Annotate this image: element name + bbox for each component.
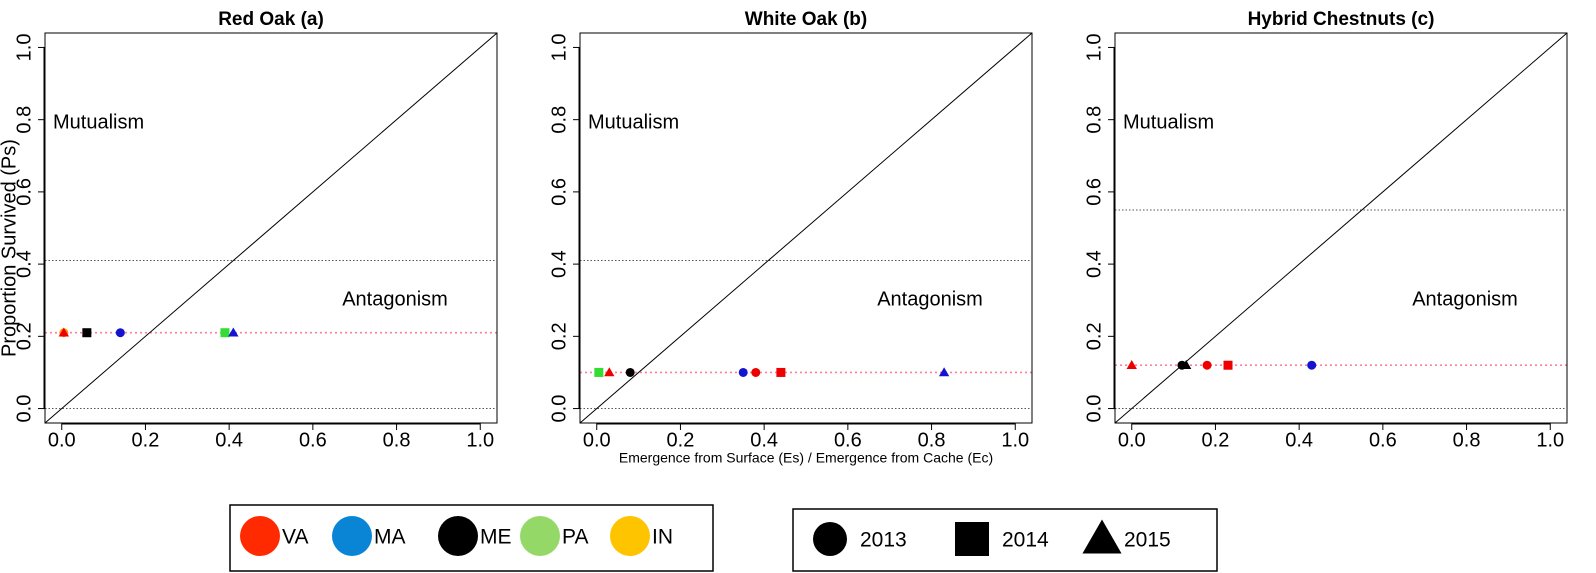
- legend-swatch: [438, 516, 478, 556]
- y-tick-label: 0.6: [1083, 178, 1105, 206]
- marker-triangle: [604, 367, 615, 377]
- annotation: Mutualism: [1123, 112, 1214, 134]
- marker-square: [955, 522, 989, 556]
- marker-circle: [625, 367, 635, 377]
- legend-swatch: [610, 516, 650, 556]
- y-tick-label: 1.0: [13, 34, 35, 62]
- y-tick-label: 0.8: [1083, 106, 1105, 134]
- x-tick-label: 0.2: [1202, 429, 1230, 451]
- x-tick-label: 0.6: [299, 429, 327, 451]
- x-tick-label: 0.0: [1118, 429, 1146, 451]
- panel-title: Red Oak (a): [218, 9, 324, 30]
- y-tick-label: 0.6: [13, 178, 35, 206]
- legend-swatch: [240, 516, 280, 556]
- marker-triangle: [1082, 519, 1122, 554]
- marker-triangle: [1180, 360, 1192, 370]
- annotation: Antagonism: [877, 289, 983, 311]
- x-tick-label: 0.4: [1285, 429, 1313, 451]
- y-axis-label: Proportion Survived (Ps): [0, 139, 20, 357]
- y-tick-label: 0.8: [548, 106, 570, 134]
- y-tick-label: 0.2: [13, 322, 35, 350]
- y-tick-label: 0.6: [548, 178, 570, 206]
- legend-label: 2015: [1124, 529, 1171, 552]
- marker-circle: [751, 367, 761, 377]
- x-tick-label: 1.0: [1001, 429, 1029, 451]
- annotation: Mutualism: [53, 112, 144, 134]
- legend-label: ME: [480, 526, 512, 549]
- x-tick-label: 0.4: [215, 429, 243, 451]
- marker-circle: [813, 522, 847, 556]
- x-tick-label: 0.8: [918, 429, 946, 451]
- legend-label: 2013: [860, 529, 907, 552]
- legend-label: VA: [282, 526, 308, 549]
- x-tick-label: 0.6: [834, 429, 862, 451]
- y-tick-label: 0.0: [13, 395, 35, 423]
- marker-circle: [1307, 360, 1317, 370]
- legend-label: IN: [652, 526, 673, 549]
- y-tick-label: 1.0: [1083, 34, 1105, 62]
- legend-label: PA: [562, 526, 588, 549]
- plot-box: [1114, 32, 1568, 424]
- x-axis-label: Emergence from Surface (Es) / Emergence …: [619, 450, 993, 466]
- diagonal: [1114, 32, 1568, 424]
- y-tick-label: 0.0: [548, 395, 570, 423]
- x-tick-label: 1.0: [1536, 429, 1564, 451]
- legend-label: 2014: [1002, 529, 1049, 552]
- marker-square: [82, 328, 92, 338]
- legend-swatch: [520, 516, 560, 556]
- diagonal: [579, 32, 1033, 424]
- marker-square: [594, 367, 604, 377]
- y-tick-label: 0.4: [13, 250, 35, 278]
- plot-box: [44, 32, 498, 424]
- annotation: Antagonism: [342, 289, 448, 311]
- legend-swatch: [332, 516, 372, 556]
- panel-title: White Oak (b): [745, 9, 867, 30]
- y-tick-label: 1.0: [548, 34, 570, 62]
- x-tick-label: 0.8: [383, 429, 411, 451]
- marker-circle: [1202, 360, 1212, 370]
- marker-square: [220, 328, 230, 338]
- x-tick-label: 0.6: [1369, 429, 1397, 451]
- x-tick-label: 0.8: [1453, 429, 1481, 451]
- marker-square: [1223, 360, 1233, 370]
- diagonal: [44, 32, 498, 424]
- y-tick-label: 0.4: [548, 250, 570, 278]
- x-tick-label: 0.4: [750, 429, 778, 451]
- plot-box: [579, 32, 1033, 424]
- marker-triangle: [1126, 360, 1137, 370]
- marker-triangle: [228, 327, 239, 337]
- annotation: Mutualism: [588, 112, 679, 134]
- x-tick-label: 0.0: [583, 429, 611, 451]
- marker-circle: [738, 367, 748, 377]
- y-tick-label: 0.2: [548, 322, 570, 350]
- x-tick-label: 0.0: [48, 429, 76, 451]
- annotation: Antagonism: [1412, 289, 1518, 311]
- y-tick-label: 0.8: [13, 106, 35, 134]
- x-tick-label: 0.2: [132, 429, 160, 451]
- x-tick-label: 1.0: [466, 429, 494, 451]
- y-tick-label: 0.4: [1083, 250, 1105, 278]
- panel-title: Hybrid Chestnuts (c): [1248, 9, 1435, 30]
- marker-triangle: [938, 367, 950, 377]
- x-tick-label: 0.2: [667, 429, 695, 451]
- legend-label: MA: [374, 526, 406, 549]
- marker-circle: [115, 328, 125, 338]
- legend-box: [792, 508, 1218, 572]
- marker-triangle: [58, 327, 70, 337]
- y-tick-label: 0.0: [1083, 395, 1105, 423]
- marker-square: [776, 367, 786, 377]
- y-tick-label: 0.2: [1083, 322, 1105, 350]
